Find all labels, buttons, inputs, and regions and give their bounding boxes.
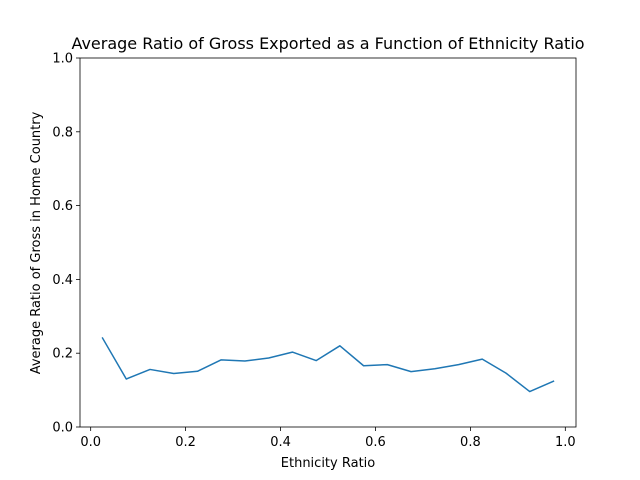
x-tick-label: 0.4 xyxy=(270,435,291,450)
x-axis-label: Ethnicity Ratio xyxy=(281,456,376,471)
y-tick-label: 1.0 xyxy=(52,52,73,67)
x-tick-label: 0.6 xyxy=(365,435,386,450)
plot-frame xyxy=(79,57,577,428)
y-tick-label: 0.6 xyxy=(52,199,73,214)
x-tick-label: 0.8 xyxy=(460,435,481,450)
y-axis: 0.0 0.2 0.4 0.6 0.8 1.0 xyxy=(52,52,80,436)
y-axis-label: Average Ratio of Gross in Home Country xyxy=(29,111,44,374)
x-tick-label: 1.0 xyxy=(555,435,576,450)
x-axis: 0.0 0.2 0.4 0.6 0.8 1.0 xyxy=(80,427,576,450)
series-line-0 xyxy=(101,337,555,393)
y-tick-label: 0.2 xyxy=(52,347,73,362)
y-tick-label: 0.8 xyxy=(52,125,73,140)
plot-area xyxy=(79,57,577,428)
y-tick-label: 0.0 xyxy=(52,421,73,436)
y-tick-label: 0.4 xyxy=(52,273,73,288)
chart-title: Average Ratio of Gross Exported as a Fun… xyxy=(71,34,584,53)
x-tick-label: 0.0 xyxy=(80,435,101,450)
x-tick-label: 0.2 xyxy=(175,435,196,450)
